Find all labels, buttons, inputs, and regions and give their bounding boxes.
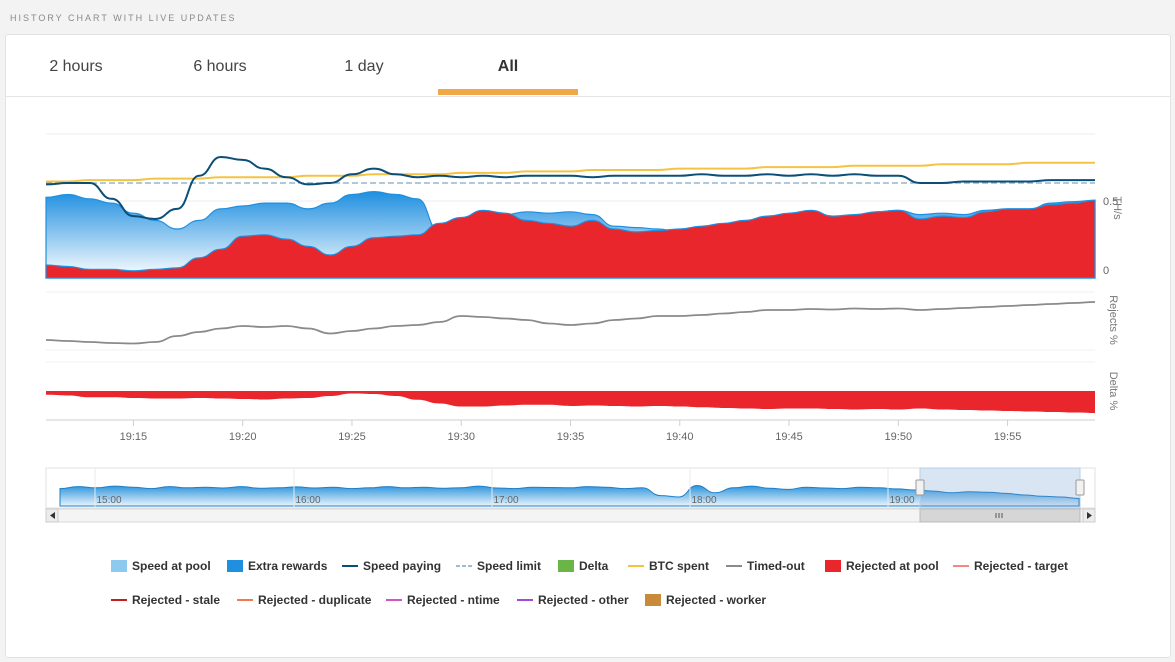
speed-pane <box>45 155 1096 279</box>
legend-item-speed-at-pool[interactable]: Speed at pool <box>111 559 211 573</box>
legend-label: Rejected - other <box>538 593 629 607</box>
legend-label: Extra rewards <box>248 559 328 573</box>
x-tick-label: 19:25 <box>338 431 366 443</box>
legend-label: Speed limit <box>477 559 541 573</box>
delta-pane <box>46 391 1095 413</box>
legend-label: Rejected - worker <box>666 593 766 607</box>
btc-spent-line <box>45 161 1095 183</box>
legend-item-rejected-worker[interactable]: Rejected - worker <box>645 593 766 607</box>
y-tick-label: 0.5 <box>1103 196 1118 208</box>
x-tick-label: 19:20 <box>229 431 257 443</box>
time-range-tabs: 2 hours 6 hours 1 day All <box>6 35 1170 97</box>
legend-label: Speed paying <box>363 559 441 573</box>
legend-item-rejected-ntime[interactable]: Rejected - ntime <box>386 593 500 607</box>
tab-6-hours[interactable]: 6 hours <box>193 58 247 75</box>
delta-area <box>46 391 1095 413</box>
legend-item-rejected-other[interactable]: Rejected - other <box>517 593 629 607</box>
legend-symbol <box>111 560 127 572</box>
legend-symbol <box>558 560 574 572</box>
legend-label: Timed-out <box>747 559 805 573</box>
legend-label: BTC spent <box>649 559 709 573</box>
legend-label: Speed at pool <box>132 559 211 573</box>
navigator-series-area <box>59 484 1080 507</box>
x-tick-label: 19:30 <box>447 431 475 443</box>
section-title: HISTORY CHART WITH LIVE UPDATES <box>10 13 237 23</box>
tab-1-day[interactable]: 1 day <box>344 58 384 75</box>
x-tick-label: 19:50 <box>885 431 913 443</box>
navigator-tick-label: 18:00 <box>691 495 716 506</box>
legend-symbol <box>227 560 243 572</box>
legend-item-rejected-stale[interactable]: Rejected - stale <box>111 593 220 607</box>
rejects-pane <box>45 301 1096 345</box>
chart-legend: Speed at pool Extra rewards Speed paying Sp… <box>111 559 1068 607</box>
legend-label: Rejected - duplicate <box>258 593 372 607</box>
legend-symbol <box>645 594 661 606</box>
scroll-right-icon <box>1087 512 1092 519</box>
legend-label: Rejected - ntime <box>407 593 500 607</box>
timed-out-line <box>45 301 1096 345</box>
legend-item-rejected-target[interactable]: Rejected - target <box>953 559 1068 573</box>
legend-item-speed-paying[interactable]: Speed paying <box>342 559 441 573</box>
navigator-tick-label: 16:00 <box>295 495 320 506</box>
history-chart-card: 2 hours 6 hours 1 day All <box>5 34 1171 658</box>
tab-2-hours[interactable]: 2 hours <box>49 58 103 75</box>
navigator-right-handle[interactable] <box>1075 479 1085 496</box>
legend-item-rejected-duplicate[interactable]: Rejected - duplicate <box>237 593 372 607</box>
navigator-scrollbar-thumb[interactable] <box>919 508 1081 523</box>
scroll-left-icon <box>50 512 55 519</box>
legend-label: Rejected - stale <box>132 593 220 607</box>
speed-paying-line <box>45 155 1095 221</box>
navigator-left-handle[interactable] <box>915 479 925 496</box>
navigator-selection[interactable] <box>919 467 1081 509</box>
navigator-tick-label: 17:00 <box>493 495 518 506</box>
navigator-tick-label: 15:00 <box>96 495 121 506</box>
legend-item-extra-rewards[interactable]: Extra rewards <box>227 559 328 573</box>
pane-axis-label: Rejects % <box>1107 295 1119 345</box>
pane-axis-label: Delta % <box>1107 372 1119 411</box>
rejected-at-pool-area <box>45 199 1096 279</box>
legend-symbol <box>825 560 841 572</box>
x-tick-label: 19:35 <box>557 431 585 443</box>
chart-axes: 19:15 19:20 19:25 19:30 19:35 19:40 19:45 19:50… <box>46 196 1123 443</box>
x-tick-label: 19:40 <box>666 431 694 443</box>
legend-label: Delta <box>579 559 609 573</box>
legend-item-btc-spent[interactable]: BTC spent <box>628 559 709 573</box>
legend-label: Rejected at pool <box>846 559 939 573</box>
legend-item-rejected-at-pool[interactable]: Rejected at pool <box>825 559 939 573</box>
x-tick-label: 19:55 <box>994 431 1022 443</box>
navigator-tick-label: 19:00 <box>889 495 914 506</box>
range-navigator[interactable]: 15:00 16:00 17:00 18:00 19:00 <box>45 467 1096 523</box>
x-tick-label: 19:45 <box>775 431 803 443</box>
y-tick-label: 0 <box>1103 265 1109 277</box>
legend-item-timed-out[interactable]: Timed-out <box>726 559 805 573</box>
legend-item-speed-limit[interactable]: Speed limit <box>456 559 541 573</box>
x-tick-label: 19:15 <box>120 431 148 443</box>
active-tab-indicator <box>438 89 578 95</box>
legend-label: Rejected - target <box>974 559 1068 573</box>
pane-axis-label: TH/s <box>1111 196 1123 220</box>
tab-all[interactable]: All <box>497 58 519 75</box>
legend-item-delta[interactable]: Delta <box>558 559 609 573</box>
